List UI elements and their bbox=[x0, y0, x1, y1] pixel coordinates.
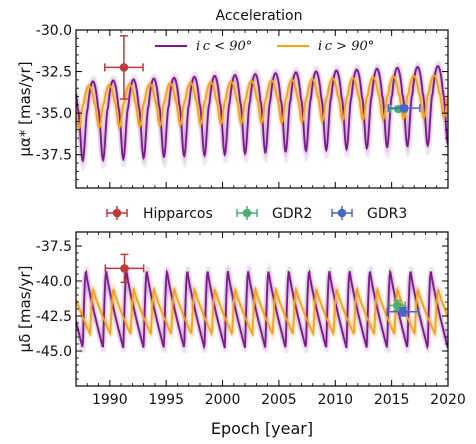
bottom-x-ticks: 1990 1995 2000 2005 2010 2015 2020 bbox=[75, 232, 466, 408]
bot-posterior-curve-1-0 bbox=[76, 285, 448, 340]
bot-series-line-ic-lt-90 bbox=[76, 268, 448, 351]
legend-marker-gdr2 bbox=[236, 206, 258, 220]
points-legend: Hipparcos GDR2 GDR3 bbox=[106, 206, 407, 222]
bottom-y-ticks: -37.5 -40.0 -42.5 -45.0 bbox=[36, 231, 448, 387]
legend-label-gdr3: GDR3 bbox=[367, 206, 407, 222]
top-point-gdr3 bbox=[387, 103, 421, 113]
bot-ytick-label: -45.0 bbox=[36, 344, 72, 360]
legend-label-hipparcos: Hipparcos bbox=[143, 206, 213, 222]
xtick-label: 2015 bbox=[374, 392, 410, 408]
bottom-model-lines bbox=[76, 268, 448, 351]
legend-marker-gdr3 bbox=[331, 206, 353, 220]
xtick-label: 1990 bbox=[92, 392, 128, 408]
bottom-y-axis-label: μδ [mas/yr] bbox=[16, 266, 34, 353]
bottom-panel-pm-dec: -37.5 -40.0 -42.5 -45.0 1990 1995 2000 2005 201… bbox=[16, 231, 466, 438]
top-series-line-ic-gt-90 bbox=[76, 74, 448, 130]
top-ytick-label: -30.0 bbox=[36, 23, 72, 39]
top-astrometry-points bbox=[103, 35, 421, 114]
top-ytick-label: -32.5 bbox=[36, 65, 72, 81]
top-x-ticks bbox=[75, 30, 449, 188]
top-model-lines bbox=[76, 65, 448, 163]
top-ytick-label: -35.0 bbox=[36, 106, 72, 122]
top-point-hipparcos bbox=[103, 35, 144, 100]
bot-ytick-label: -40.0 bbox=[36, 274, 72, 290]
bot-ytick-label: -42.5 bbox=[36, 309, 72, 325]
bot-point-gdr3 bbox=[386, 306, 420, 317]
xtick-label: 2005 bbox=[261, 392, 297, 408]
xtick-label: 2020 bbox=[430, 392, 466, 408]
xtick-label: 2010 bbox=[317, 392, 353, 408]
top-series-line-ic-lt-90 bbox=[76, 65, 448, 163]
top-y-axis-label: μα* [mas/yr] bbox=[16, 61, 34, 156]
top-axes-frame bbox=[75, 29, 449, 189]
xtick-label: 2000 bbox=[205, 392, 241, 408]
bot-point-hipparcos bbox=[104, 253, 145, 284]
top-panel-pm-ra: -30.0 -32.5 -35.0 -37.5 μα* [mas/yr] i c < … bbox=[16, 23, 449, 189]
legend-label-ic-gt-90: i c > 90° bbox=[318, 39, 374, 54]
top-posterior-curve-0-5 bbox=[76, 60, 448, 172]
bot-series-line-ic-gt-90 bbox=[76, 285, 448, 338]
x-axis-label: Epoch [year] bbox=[211, 419, 313, 438]
bot-posterior-curve-1-5 bbox=[76, 279, 448, 344]
top-ytick-label: -37.5 bbox=[36, 148, 72, 164]
legend-label-ic-lt-90: i c < 90° bbox=[196, 39, 252, 54]
xtick-label: 1995 bbox=[148, 392, 184, 408]
bottom-astrometry-points bbox=[104, 253, 420, 317]
top-legend: i c < 90° i c > 90° bbox=[155, 39, 374, 54]
top-y-ticks: -30.0 -32.5 -35.0 -37.5 bbox=[36, 23, 448, 189]
chart-title: Acceleration bbox=[216, 8, 303, 24]
legend-label-gdr2: GDR2 bbox=[272, 206, 312, 222]
legend-marker-hipparcos bbox=[106, 206, 128, 220]
bot-ytick-label: -37.5 bbox=[36, 239, 72, 255]
